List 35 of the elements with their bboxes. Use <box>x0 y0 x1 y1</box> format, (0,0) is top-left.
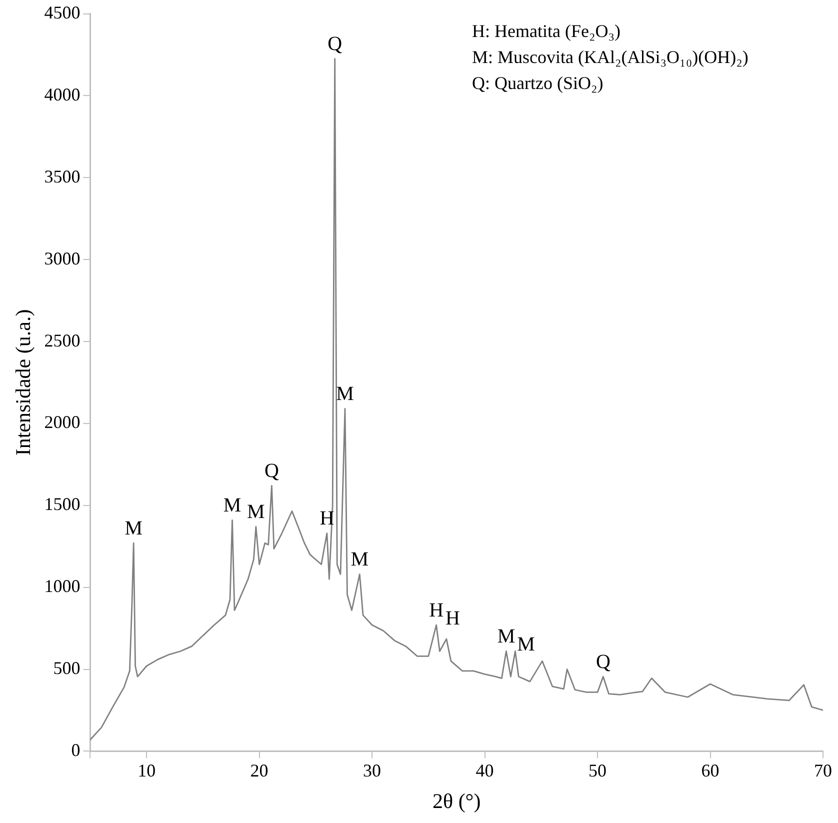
x-tick-label: 10 <box>138 760 156 781</box>
annotation: Q <box>328 33 343 56</box>
annotation: M <box>247 500 266 523</box>
y-tick-label: 2500 <box>44 330 80 350</box>
annotation: M: Muscovita (KAl₂(AlSi₃O₁₀)(OH)₂) <box>472 46 748 69</box>
annotation: M <box>497 625 516 648</box>
y-tick-label: 500 <box>53 658 80 678</box>
annotation: Q: Quartzo (SiO₂) <box>472 72 604 95</box>
x-tick-label: 60 <box>701 760 720 781</box>
x-tick-label: 40 <box>476 760 494 781</box>
annotation: H <box>429 599 444 622</box>
annotation: Q <box>264 460 280 482</box>
x-axis-title: 2θ (°) <box>432 788 481 813</box>
y-tick-label: 1000 <box>44 576 80 596</box>
y-axis-title: Intensidade (u.a.) <box>11 309 36 456</box>
y-tick-label: 3000 <box>44 248 80 268</box>
annotation: H <box>446 607 460 630</box>
annotation: M <box>350 548 369 570</box>
annotation: Q <box>596 650 611 673</box>
annotation: H <box>320 508 334 530</box>
x-tick-label: 70 <box>814 760 832 781</box>
annotation: M <box>336 382 354 405</box>
y-tick-label: 0 <box>71 740 80 760</box>
x-tick-label: 30 <box>363 760 382 781</box>
x-tick-label: 50 <box>588 760 607 781</box>
annotation: M <box>124 517 143 540</box>
y-tick-label: 2000 <box>44 412 80 432</box>
y-tick-label: 4500 <box>44 2 80 23</box>
annotation: M <box>223 494 242 516</box>
y-tick-label: 1500 <box>44 494 80 514</box>
y-tick-label: 3500 <box>44 166 80 186</box>
annotation: M <box>517 633 536 656</box>
annotation: H: Hematita (Fe₂O₃) <box>472 20 622 43</box>
x-tick-label: 20 <box>250 760 268 781</box>
y-tick-label: 4000 <box>44 84 80 104</box>
